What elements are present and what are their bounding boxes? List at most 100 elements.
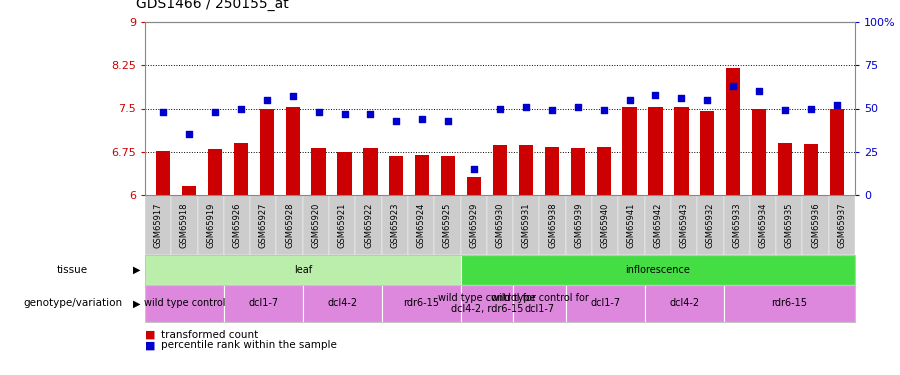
Point: [338, 111, 352, 117]
Bar: [260, 108, 274, 195]
Point: [311, 109, 326, 115]
Text: transformed count: transformed count: [161, 330, 258, 340]
Point: [467, 166, 482, 172]
Text: ■: ■: [145, 340, 156, 350]
Bar: [493, 146, 507, 195]
Point: [208, 109, 222, 115]
Text: GSM65917: GSM65917: [154, 202, 163, 248]
Text: GSM65943: GSM65943: [680, 202, 688, 248]
Point: [778, 107, 792, 113]
Bar: [726, 68, 741, 195]
Bar: [389, 156, 403, 195]
Text: ▶: ▶: [133, 265, 140, 275]
Bar: [182, 186, 196, 195]
Bar: [700, 111, 715, 195]
Text: genotype/variation: genotype/variation: [22, 298, 122, 309]
Point: [493, 105, 508, 111]
Point: [830, 102, 844, 108]
Text: GSM65924: GSM65924: [417, 202, 426, 248]
Point: [234, 105, 248, 111]
Text: GSM65933: GSM65933: [733, 202, 742, 248]
Point: [648, 92, 662, 98]
Point: [597, 107, 611, 113]
Text: GSM65938: GSM65938: [548, 202, 557, 248]
Text: GSM65930: GSM65930: [496, 202, 505, 248]
Point: [544, 107, 559, 113]
Text: ■: ■: [145, 330, 156, 340]
Bar: [571, 148, 585, 195]
Bar: [778, 143, 792, 195]
Point: [518, 104, 533, 110]
Bar: [830, 108, 844, 195]
Bar: [234, 143, 248, 195]
Text: GSM65922: GSM65922: [364, 202, 373, 248]
Text: GSM65919: GSM65919: [206, 202, 215, 248]
Text: wild type control: wild type control: [144, 298, 225, 309]
Text: GSM65918: GSM65918: [180, 202, 189, 248]
Bar: [752, 108, 766, 195]
Text: GSM65934: GSM65934: [759, 202, 768, 248]
Text: GSM65936: GSM65936: [811, 202, 820, 248]
Bar: [441, 156, 455, 195]
Point: [415, 116, 429, 122]
Text: GSM65926: GSM65926: [232, 202, 241, 248]
Text: dcl4-2: dcl4-2: [669, 298, 699, 309]
Text: leaf: leaf: [293, 265, 311, 275]
Point: [156, 109, 170, 115]
Text: tissue: tissue: [57, 265, 88, 275]
Bar: [597, 147, 611, 195]
Point: [674, 95, 688, 101]
Text: GSM65921: GSM65921: [338, 202, 346, 248]
Point: [389, 118, 403, 124]
Bar: [648, 107, 662, 195]
Text: GSM65941: GSM65941: [627, 202, 636, 248]
Point: [700, 97, 715, 103]
Bar: [311, 148, 326, 195]
Text: dcl4-2: dcl4-2: [328, 298, 357, 309]
Point: [441, 118, 455, 124]
Bar: [518, 145, 533, 195]
Point: [752, 88, 766, 94]
Point: [726, 83, 741, 89]
Bar: [338, 152, 352, 195]
Text: dcl1-7: dcl1-7: [590, 298, 620, 309]
Bar: [364, 148, 378, 195]
Point: [623, 97, 637, 103]
Point: [285, 93, 300, 99]
Point: [259, 97, 274, 103]
Point: [804, 105, 818, 111]
Text: GSM65937: GSM65937: [837, 202, 846, 248]
Point: [571, 104, 585, 110]
Text: rdr6-15: rdr6-15: [771, 298, 807, 309]
Text: GSM65925: GSM65925: [443, 202, 452, 248]
Text: GSM65942: GSM65942: [653, 202, 662, 248]
Text: percentile rank within the sample: percentile rank within the sample: [161, 340, 338, 350]
Bar: [467, 177, 482, 195]
Text: dcl1-7: dcl1-7: [248, 298, 278, 309]
Bar: [623, 107, 636, 195]
Text: GSM65935: GSM65935: [785, 202, 794, 248]
Bar: [415, 154, 429, 195]
Text: GSM65939: GSM65939: [574, 202, 583, 248]
Text: GSM65928: GSM65928: [285, 202, 294, 248]
Text: GSM65927: GSM65927: [259, 202, 268, 248]
Text: wild type control for
dcl4-2, rdr6-15: wild type control for dcl4-2, rdr6-15: [438, 293, 536, 314]
Text: GSM65923: GSM65923: [391, 202, 400, 248]
Bar: [544, 147, 559, 195]
Text: GSM65931: GSM65931: [522, 202, 531, 248]
Text: GSM65929: GSM65929: [469, 202, 478, 248]
Bar: [208, 149, 222, 195]
Bar: [156, 151, 170, 195]
Point: [182, 132, 196, 138]
Text: ▶: ▶: [133, 298, 140, 309]
Text: GSM65920: GSM65920: [311, 202, 320, 248]
Text: GDS1466 / 250155_at: GDS1466 / 250155_at: [136, 0, 289, 11]
Bar: [804, 144, 818, 195]
Bar: [285, 107, 300, 195]
Text: GSM65932: GSM65932: [706, 202, 715, 248]
Point: [364, 111, 378, 117]
Text: inflorescence: inflorescence: [626, 265, 690, 275]
Text: rdr6-15: rdr6-15: [403, 298, 439, 309]
Text: wild type control for
dcl1-7: wild type control for dcl1-7: [491, 293, 589, 314]
Text: GSM65940: GSM65940: [600, 202, 609, 248]
